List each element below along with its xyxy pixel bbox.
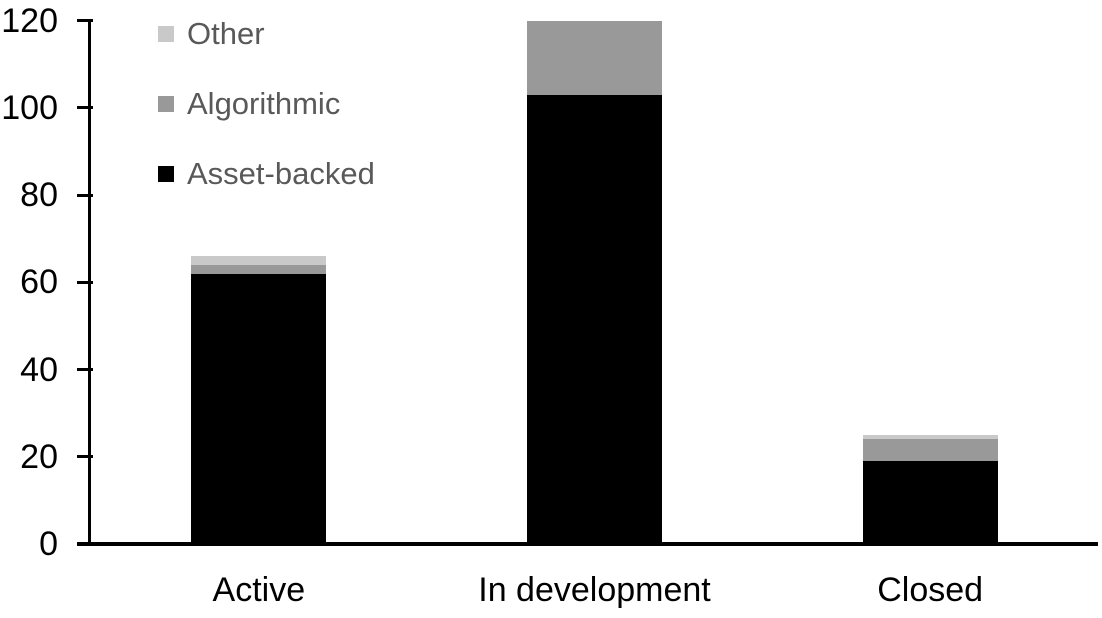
y-axis-tick-label: 40	[20, 350, 58, 389]
y-axis-tick	[77, 280, 93, 284]
legend-item-algorithmic: Algorithmic	[158, 82, 375, 126]
bar-segment-algorithmic	[191, 264, 327, 274]
legend-label-other: Other	[187, 16, 265, 51]
x-axis-category-label: Closed	[877, 571, 984, 609]
legend-swatch-other-icon	[158, 26, 174, 42]
bar-segment-asset-backed	[862, 461, 998, 544]
legend: Other Algorithmic Asset-backed	[158, 12, 375, 222]
legend-swatch-asset-backed-icon	[158, 166, 174, 182]
bar-segment-algorithmic	[527, 20, 662, 95]
legend-label-algorithmic: Algorithmic	[187, 86, 341, 121]
y-axis-tick	[77, 368, 93, 371]
y-axis-tick	[77, 106, 93, 110]
legend-item-other: Other	[158, 12, 375, 56]
y-axis-tick-label: 0	[39, 525, 58, 563]
x-axis-line	[77, 542, 1098, 546]
y-axis-tick	[77, 19, 93, 22]
y-axis-tick-label: 80	[20, 176, 58, 214]
y-axis-tick-label: 20	[20, 437, 58, 476]
x-axis-category-label: In development	[478, 571, 711, 609]
bar-segment-algorithmic	[862, 439, 998, 462]
legend-label-asset-backed: Asset-backed	[187, 156, 375, 191]
legend-swatch-algorithmic-icon	[158, 96, 174, 112]
y-axis-tick-label: 120	[1, 1, 58, 40]
y-axis-tick	[77, 455, 93, 459]
bar-segment-other	[862, 434, 998, 440]
x-axis-category-label: Active	[212, 571, 306, 609]
bar-segment-asset-backed	[191, 273, 327, 544]
y-axis-tick	[77, 193, 93, 197]
y-axis-tick-label: 100	[1, 88, 58, 127]
y-axis-tick-label: 60	[20, 263, 58, 302]
bar-segment-asset-backed	[527, 94, 662, 544]
bar-segment-other	[191, 256, 327, 265]
legend-item-asset-backed: Asset-backed	[158, 152, 375, 196]
